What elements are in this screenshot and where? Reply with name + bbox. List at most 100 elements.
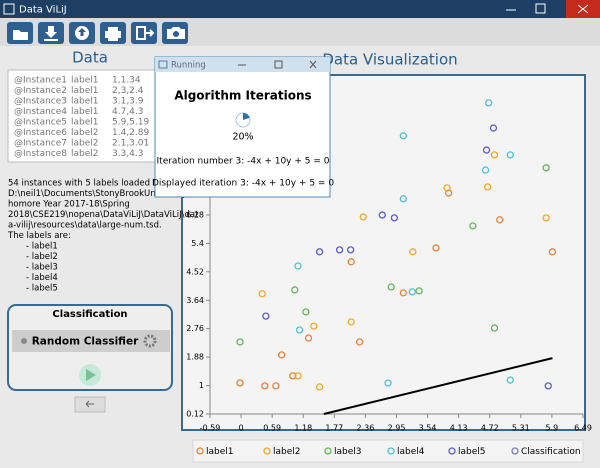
classification-line	[323, 357, 553, 415]
data-cell: @Instance1	[14, 76, 67, 86]
data-cell: @Instance2	[14, 86, 67, 96]
data-point	[378, 211, 386, 219]
data-point	[277, 351, 286, 359]
data-point	[506, 376, 514, 384]
x-tick-label: 0	[239, 424, 244, 433]
legend-marker	[324, 447, 332, 455]
data-cell: @Instance7	[14, 139, 67, 149]
data-point	[291, 286, 299, 294]
data-point	[481, 166, 490, 174]
data-point	[294, 262, 302, 270]
icon	[13, 30, 28, 40]
data-point	[409, 248, 417, 256]
data-point	[482, 146, 491, 154]
x-tick-label: 0.59	[263, 424, 281, 433]
close-icon	[577, 4, 589, 14]
x-tick-label: 5.9	[546, 424, 559, 433]
app-icon	[3, 3, 15, 15]
iteration-text: Iteration number 3: -4x + 10y + 5 = 0	[157, 157, 330, 167]
legend-marker	[448, 447, 456, 455]
dialog-icon	[158, 60, 168, 69]
legend-label: label5	[458, 447, 486, 457]
data-point	[272, 382, 280, 390]
data-cell: @Instance6	[14, 128, 67, 138]
data-text-area[interactable]	[7, 69, 161, 163]
data-point	[359, 213, 367, 221]
toolbar-buttons	[7, 22, 188, 44]
data-cell: label2	[71, 128, 99, 138]
data-point	[399, 289, 407, 297]
label-item: - label3	[26, 263, 58, 273]
plot: -0.59 0 0.59 1.18 1.77 2.36 2.95 3.54 4.13 4.72 5.…	[186, 78, 592, 433]
data-cell: 3.1,3.9	[112, 97, 144, 107]
run-icon	[86, 369, 96, 381]
y-tick-label: 1.88	[186, 353, 204, 362]
data-point	[384, 379, 392, 387]
data-point	[542, 214, 550, 222]
data-point	[390, 214, 399, 222]
data-point	[485, 99, 493, 107]
data-point	[408, 288, 416, 296]
data-cell: 2.1,3.01	[112, 139, 149, 149]
classification-title: Classification	[52, 309, 127, 320]
info-line: 54 instances with 5 labels loaded from	[8, 179, 172, 189]
data-point	[335, 246, 344, 254]
info-line: homore Year 2017-18\Spring	[8, 200, 130, 210]
legend-label: label4	[397, 447, 425, 457]
dialog: Running Algorithm Iterations 20% Iterati…	[152, 56, 334, 198]
settings-icon[interactable]	[143, 334, 157, 348]
label-item: - label1	[26, 242, 58, 252]
x-tick-label: 2.36	[357, 424, 375, 433]
icon	[78, 28, 86, 36]
data-point	[261, 382, 269, 390]
data-point	[310, 322, 318, 330]
data-point	[506, 151, 514, 159]
data-point	[295, 326, 304, 334]
x-tick-label: 1.18	[294, 424, 312, 433]
x-tick-label: 2.95	[388, 424, 406, 433]
data-point	[236, 379, 244, 387]
dialog-close[interactable]	[309, 60, 317, 69]
dialog-maximize[interactable]	[274, 60, 283, 69]
icon	[173, 31, 179, 37]
maximize[interactable]	[535, 3, 546, 14]
data-point	[548, 248, 557, 256]
x-tick-label: 4.72	[481, 424, 499, 433]
data-point	[294, 372, 302, 380]
data-cell: 2,3,2.4	[112, 86, 144, 96]
data-point	[347, 246, 355, 254]
info-line: D:\neil1\Documents\StonyBrookUniversity\…	[8, 189, 195, 199]
data-point	[483, 183, 492, 191]
info-line: The labels are:	[7, 231, 71, 241]
data-cell: @Instance4	[14, 107, 67, 117]
x-tick-label: -0.59	[200, 424, 221, 433]
data-cell: @Instance5	[14, 118, 67, 128]
data-point	[432, 244, 440, 252]
data-cell: 3.3,4.3	[112, 149, 144, 159]
data-point	[469, 222, 477, 230]
data-point	[236, 338, 244, 346]
algorithm-name: Random Classifier	[32, 336, 139, 348]
data-point	[387, 283, 395, 291]
progress-label: 20%	[232, 132, 253, 143]
data-point	[347, 258, 355, 266]
data-point	[258, 290, 266, 298]
algorithm-row[interactable]	[12, 330, 170, 352]
data-point	[304, 334, 313, 342]
x-tick-label: 6.49	[574, 424, 592, 433]
data-point	[315, 248, 324, 256]
data-cell: 4.7,4.3	[112, 107, 144, 117]
x-tick-label: 3.54	[419, 424, 437, 433]
progress-arc	[243, 113, 250, 120]
dialog-heading: Algorithm Iterations	[174, 89, 311, 103]
legend-marker	[263, 447, 271, 455]
y-tick-label: 3.64	[186, 296, 204, 305]
legend-marker	[196, 447, 204, 455]
data-cell: label1	[71, 76, 99, 86]
y-tick-label: 5.4	[191, 239, 204, 248]
legend-marker	[511, 447, 519, 455]
y-tick-label: 2.76	[186, 324, 204, 333]
legend-marker	[387, 447, 395, 455]
y-tick-label: 4.52	[186, 267, 204, 276]
